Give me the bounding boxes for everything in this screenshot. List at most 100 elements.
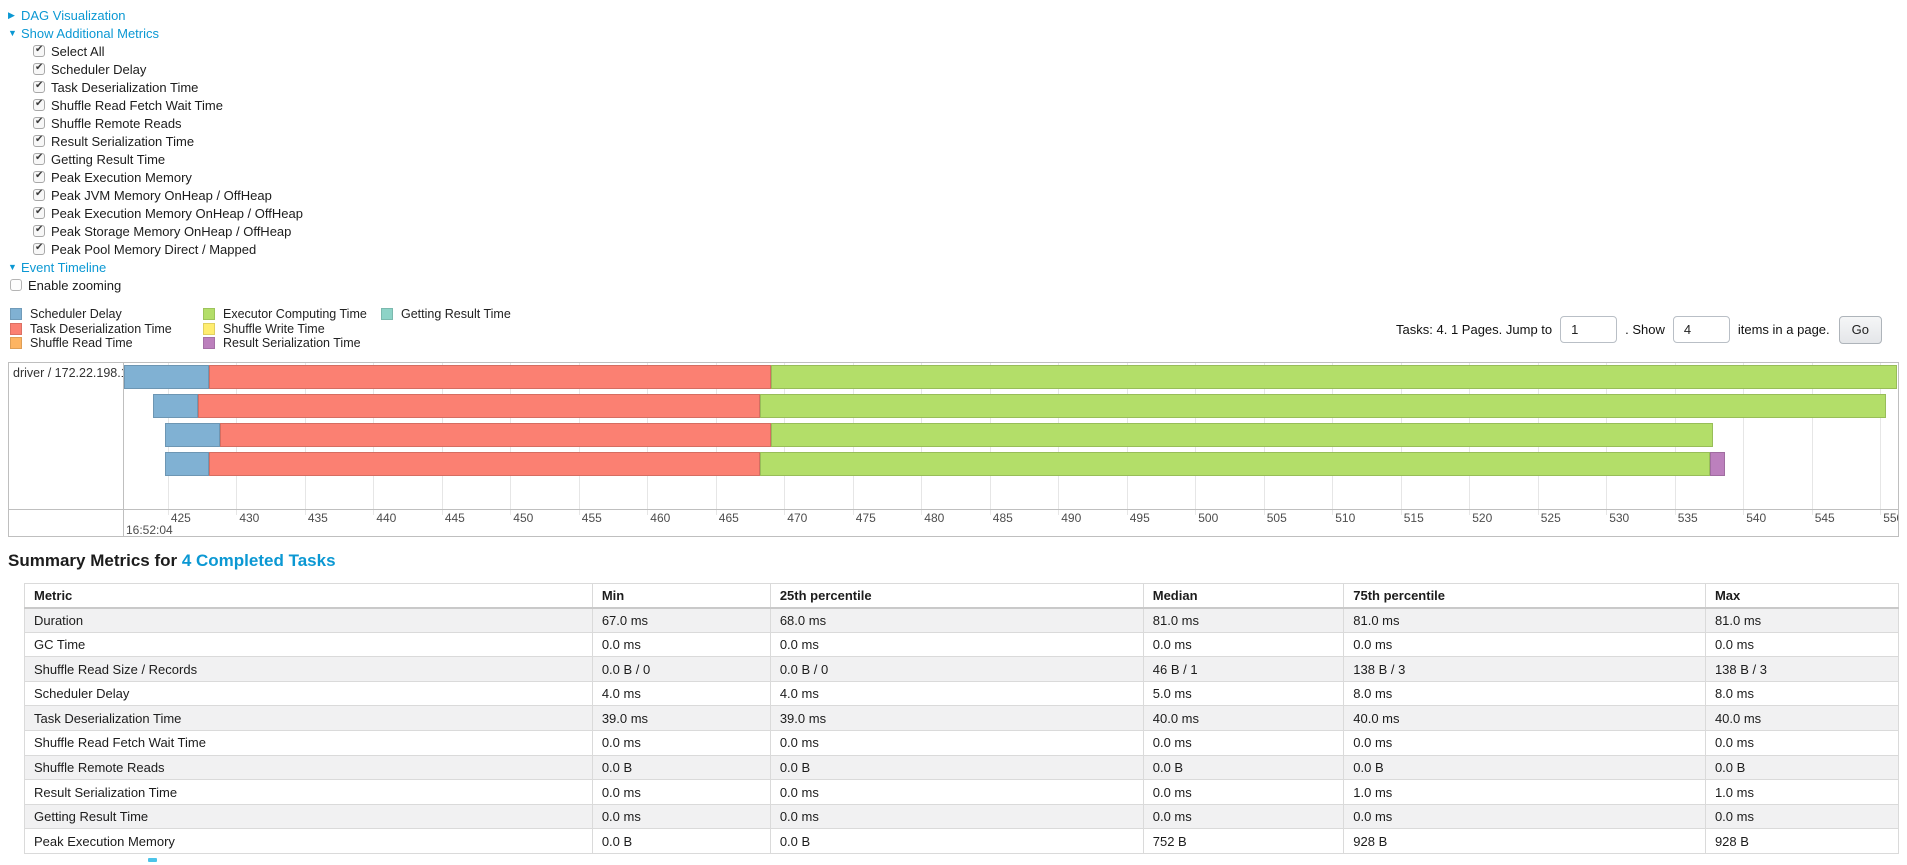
timeline-gridline: [1811, 362, 1813, 509]
metric-checkbox-label: Peak JVM Memory OnHeap / OffHeap: [51, 187, 272, 203]
metric-value-cell: 0.0 ms: [1142, 730, 1345, 756]
enable-zooming-row: Enable zooming: [8, 276, 1899, 294]
timeline-tick-label: 445: [444, 510, 465, 525]
metric-checkbox[interactable]: [33, 134, 45, 147]
event-timeline-toggle[interactable]: ▼ Event Timeline: [8, 258, 1899, 276]
metric-checkbox[interactable]: [33, 242, 45, 255]
task-bar-segment-task_deserialization[interactable]: [197, 393, 760, 418]
timeline-gridline: [1880, 362, 1882, 509]
table-row: Shuffle Remote Reads 0.0 B 0.0 B 0.0 B 0.0 B…: [24, 754, 1900, 781]
legend-label: Scheduler Delay: [30, 307, 122, 321]
metric-value-cell: 928 B: [1704, 828, 1900, 855]
legend-label: Result Serialization Time: [223, 336, 361, 350]
task-bar-segment-scheduler_delay[interactable]: [165, 451, 209, 476]
timeline-tick-label: 430: [239, 510, 260, 525]
timeline-axis: 425 430 435 440 445 450 455 460 465 470 475 480 485 4…: [124, 508, 1898, 536]
task-bar-segment-executor_computing[interactable]: [759, 393, 1886, 418]
table-row: Duration 67.0 ms 68.0 ms 81.0 ms 81.0 ms 81.0…: [24, 607, 1900, 633]
timeline-axis-tick: [852, 509, 854, 515]
metric-value-cell: 138 B / 3: [1343, 656, 1706, 682]
timeline-axis-tick: [304, 509, 306, 515]
metric-checkbox[interactable]: [33, 80, 45, 93]
event-timeline-link[interactable]: Event Timeline: [21, 259, 107, 275]
task-bar-segment-executor_computing[interactable]: [770, 364, 1897, 389]
task-bar-segment-task_deserialization[interactable]: [208, 451, 760, 476]
timeline-axis-tick: [1537, 509, 1539, 515]
timeline-axis-tick: [1400, 509, 1402, 515]
metric-checkbox[interactable]: [33, 224, 45, 237]
legend-item: Task Deserialization Time: [10, 322, 175, 336]
timeline-plot: [124, 362, 1898, 509]
completed-tasks-link[interactable]: 4 Completed Tasks: [181, 550, 336, 570]
metric-value-cell: 0.0 ms: [1142, 803, 1345, 830]
timeline-tick-label: 515: [1403, 510, 1424, 525]
enable-zooming-checkbox[interactable]: [10, 279, 22, 291]
task-bar-segment-executor_computing[interactable]: [770, 422, 1714, 447]
timeline-group-label: driver / 172.22.198.104: [9, 362, 124, 509]
metric-value-cell: 40.0 ms: [1142, 705, 1345, 732]
timeline-gridline: [1743, 362, 1745, 509]
show-additional-metrics-toggle[interactable]: ▼ Show Additional Metrics: [8, 24, 1899, 42]
summary-metrics-table: Metric Min 25th percentile Median 75th perce…: [24, 582, 1900, 855]
timeline-axis-tick: [921, 509, 923, 515]
metric-value-cell: 0.0 B: [769, 754, 1144, 781]
legend-label: Shuffle Write Time: [223, 321, 325, 336]
task-bar-segment-result_serialization[interactable]: [1710, 451, 1726, 476]
expanded-arrow-icon: ▼: [8, 262, 17, 272]
task-pagination: Tasks: 4. 1 Pages. Jump to . Show items …: [1396, 309, 1882, 351]
shuffle_read-swatch: [10, 337, 22, 349]
getting_result-swatch: [381, 308, 393, 320]
metric-name-cell: Shuffle Read Fetch Wait Time: [24, 730, 593, 756]
timeline-tick-label: 465: [718, 510, 739, 525]
metric-checkbox-label: Shuffle Read Fetch Wait Time: [51, 97, 223, 113]
enable-zooming-label: Enable zooming: [28, 277, 122, 293]
metric-value-cell: 0.0 B / 0: [769, 656, 1144, 682]
task_deserialization-swatch: [10, 322, 22, 335]
timeline-axis-tick: [784, 509, 786, 515]
metric-value-cell: 752 B: [1142, 828, 1345, 855]
metric-checkbox[interactable]: [33, 44, 45, 57]
timeline-axis-tick: [1195, 509, 1197, 515]
metric-checkbox[interactable]: [33, 62, 45, 75]
timeline-tick-label: 550: [1883, 510, 1898, 525]
metric-checkbox[interactable]: [33, 206, 45, 219]
go-button[interactable]: Go: [1838, 315, 1882, 344]
table-row: Peak Execution Memory 0.0 B 0.0 B 752 B 928 …: [24, 828, 1900, 855]
metric-value-cell: 0.0 ms: [591, 631, 771, 658]
table-row: Getting Result Time 0.0 ms 0.0 ms 0.0 ms 0.0…: [24, 803, 1900, 830]
summary-metrics-heading: Summary Metrics for 4 Completed Tasks: [8, 551, 1899, 571]
metric-value-cell: 81.0 ms: [1704, 607, 1900, 633]
jump-to-page-input[interactable]: [1560, 316, 1618, 344]
metric-checkbox[interactable]: [33, 170, 45, 183]
task-bar-segment-scheduler_delay[interactable]: [152, 393, 198, 418]
metric-value-cell: 0.0 B: [1142, 754, 1345, 781]
show-additional-metrics-link[interactable]: Show Additional Metrics: [21, 25, 160, 41]
metric-checkbox[interactable]: [33, 116, 45, 129]
timeline-axis-tick: [989, 509, 991, 515]
dag-visualization-toggle[interactable]: ▶ DAG Visualization: [8, 6, 1899, 24]
metric-checkbox-row: Shuffle Remote Reads: [8, 114, 1899, 132]
timeline-axis-tick: [1263, 509, 1265, 515]
task-bar-segment-task_deserialization[interactable]: [219, 422, 771, 447]
metric-value-cell: 0.0 B: [591, 754, 771, 781]
metric-checkbox-label: Shuffle Remote Reads: [51, 115, 182, 131]
metric-value-cell: 0.0 ms: [1704, 803, 1900, 830]
dag-visualization-link[interactable]: DAG Visualization: [21, 7, 126, 23]
task-bar-segment-scheduler_delay[interactable]: [124, 364, 209, 389]
task-bar-segment-scheduler_delay[interactable]: [165, 422, 220, 447]
metric-checkbox[interactable]: [33, 152, 45, 165]
metric-name-cell: GC Time: [24, 631, 593, 658]
table-header-cell: Max: [1704, 582, 1900, 609]
timeline-tick-label: 470: [787, 510, 808, 525]
metric-value-cell: 0.0 ms: [769, 803, 1144, 830]
task-bar-segment-executor_computing[interactable]: [759, 451, 1711, 476]
result_serialization-swatch: [203, 337, 215, 349]
task-bar-segment-task_deserialization[interactable]: [208, 364, 771, 389]
metric-value-cell: 0.0 ms: [1343, 730, 1706, 756]
page-size-input[interactable]: [1672, 316, 1730, 344]
legend-label: Task Deserialization Time: [30, 321, 172, 336]
timeline-tick-label: 545: [1814, 510, 1835, 525]
timeline-tick-label: 525: [1540, 510, 1561, 525]
metric-checkbox[interactable]: [33, 188, 45, 201]
metric-checkbox[interactable]: [33, 98, 45, 111]
